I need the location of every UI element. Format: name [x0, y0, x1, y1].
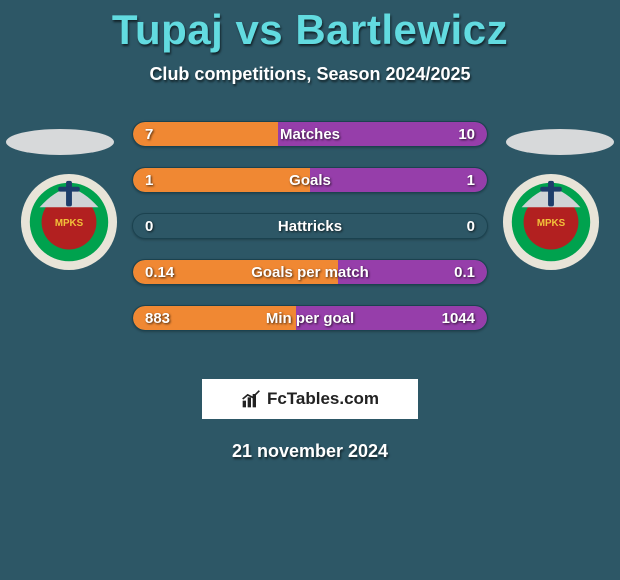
stat-fill-left	[133, 306, 296, 330]
decor-ellipse-left	[6, 129, 114, 155]
brand-label: FcTables.com	[267, 389, 379, 409]
date-label: 21 november 2024	[0, 441, 620, 462]
stat-row: 0 0Hattricks	[132, 213, 488, 239]
stat-fill-right	[310, 168, 487, 192]
stat-value-left: 0	[145, 214, 153, 238]
stat-fill-left	[133, 168, 310, 192]
comparison-stage: MPKS MPKS 710Matches 11Goals 0 0Hattricks 0.…	[0, 111, 620, 351]
stat-fill-left	[133, 122, 278, 146]
stat-row: 8831044Min per goal	[132, 305, 488, 331]
stat-fill-right	[296, 306, 487, 330]
svg-text:MPKS: MPKS	[537, 218, 566, 229]
stat-row: 710Matches	[132, 121, 488, 147]
page-title: Tupaj vs Bartlewicz	[0, 0, 620, 54]
svg-text:MPKS: MPKS	[55, 218, 84, 229]
stat-fill-right	[338, 260, 487, 284]
stat-fill-left	[133, 260, 338, 284]
stat-row: 0.140.1Goals per match	[132, 259, 488, 285]
stat-value-right: 0	[467, 214, 475, 238]
stat-row: 11Goals	[132, 167, 488, 193]
decor-ellipse-right	[506, 129, 614, 155]
bar-chart-icon	[241, 389, 261, 409]
club-badge-right: MPKS	[502, 173, 600, 271]
club-badge-left: MPKS	[20, 173, 118, 271]
club-crest-icon: MPKS	[502, 173, 600, 271]
stat-label: Hattricks	[133, 214, 487, 238]
page-subtitle: Club competitions, Season 2024/2025	[0, 64, 620, 85]
stats-bars: 710Matches 11Goals 0 0Hattricks 0.140.1Goals…	[132, 121, 488, 331]
club-crest-icon: MPKS	[20, 173, 118, 271]
stat-fill-right	[278, 122, 487, 146]
brand-box[interactable]: FcTables.com	[202, 379, 418, 419]
